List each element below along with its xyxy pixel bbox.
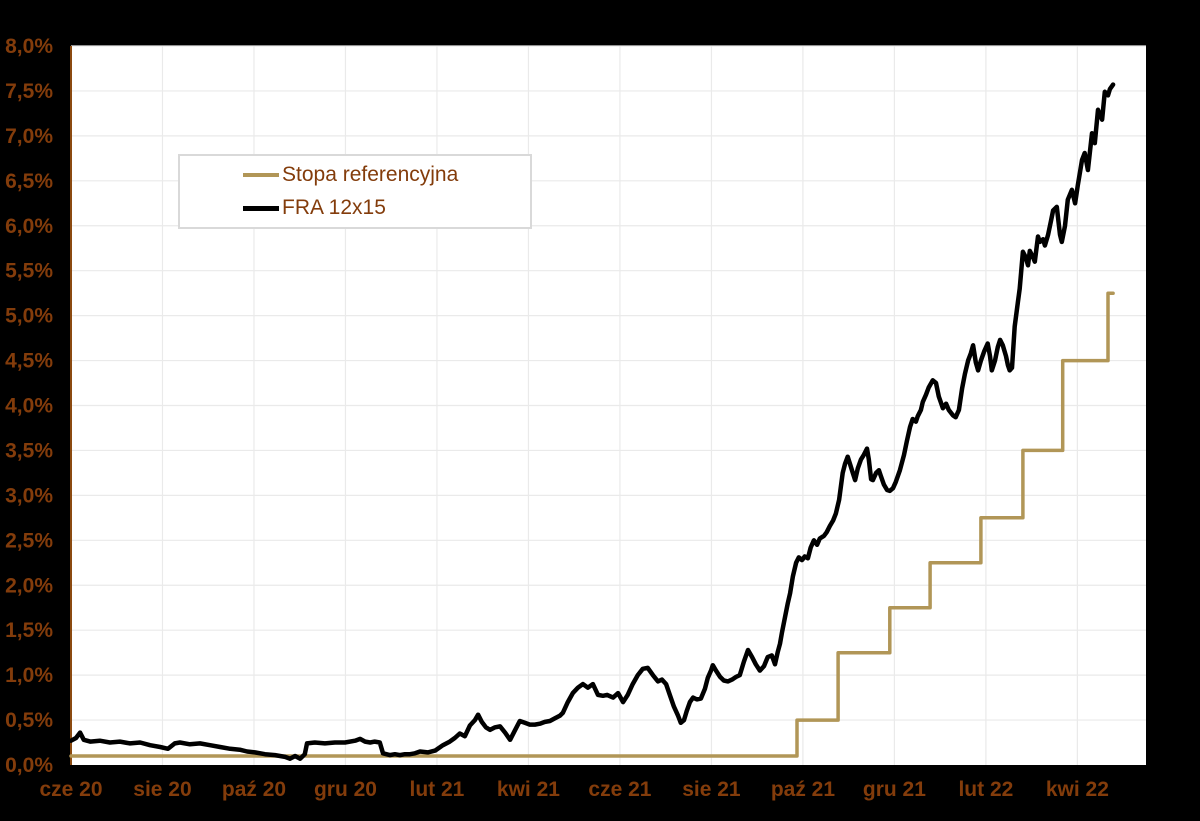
x-tick-label: paź 21 xyxy=(771,778,836,801)
x-tick-label: cze 21 xyxy=(588,778,651,801)
y-tick-label: 5,5% xyxy=(5,260,53,283)
legend-label-stopa-referencyjna: Stopa referencyjna xyxy=(282,162,459,186)
legend-item-fra-12x15: FRA 12x15 xyxy=(243,195,530,221)
x-tick-label: gru 20 xyxy=(314,778,377,801)
reference-rate-line-sample xyxy=(243,172,279,177)
x-tick-label: paź 20 xyxy=(222,778,286,801)
x-tick-label: kwi 21 xyxy=(497,778,560,801)
y-tick-label: 3,5% xyxy=(5,439,53,462)
legend-label-fra-12x15: FRA 12x15 xyxy=(282,196,386,219)
y-tick-label: 0,5% xyxy=(5,709,53,732)
y-tick-label: 3,0% xyxy=(5,484,53,507)
legend: Stopa referencyjna FRA 12x15 xyxy=(178,154,532,229)
x-tick-label: kwi 22 xyxy=(1046,778,1109,801)
y-tick-label: 2,0% xyxy=(5,574,53,597)
y-tick-label: 4,0% xyxy=(5,395,53,418)
y-tick-label: 2,5% xyxy=(5,529,53,552)
y-tick-label: 8,0% xyxy=(5,35,53,58)
y-tick-label: 4,5% xyxy=(5,350,53,373)
x-tick-label: lut 22 xyxy=(958,778,1013,801)
x-tick-label: sie 20 xyxy=(133,778,191,801)
legend-item-stopa-referencyjna: Stopa referencyjna xyxy=(243,162,530,188)
series-fra-12x15 xyxy=(68,82,1116,761)
y-tick-label: 7,0% xyxy=(5,125,53,148)
x-tick-label: cze 20 xyxy=(39,778,102,801)
y-axis-tick-labels: 8,0% 7,5% 7,0% 6,5% 6,0% 5,5% 5,0% 4,5% 4,0% 3,5%… xyxy=(5,35,53,777)
x-axis-tick-labels: cze 20 sie 20 paź 20 gru 20 lut 21 kwi 21 cze … xyxy=(39,778,1108,801)
y-tick-label: 6,0% xyxy=(5,215,53,238)
y-tick-label: 5,0% xyxy=(5,305,53,328)
gridlines xyxy=(71,45,1146,765)
y-tick-label: 1,0% xyxy=(5,664,53,687)
x-tick-label: sie 21 xyxy=(682,778,741,801)
y-tick-label: 7,5% xyxy=(5,80,53,103)
y-tick-label: 0,0% xyxy=(5,754,53,777)
y-tick-label: 6,5% xyxy=(5,170,53,193)
series-stopa-referencyjna xyxy=(69,291,1115,758)
y-tick-label: 1,5% xyxy=(5,619,53,642)
fra-line-sample xyxy=(243,205,279,211)
x-tick-label: lut 21 xyxy=(410,778,465,801)
x-tick-label: gru 21 xyxy=(863,778,926,801)
